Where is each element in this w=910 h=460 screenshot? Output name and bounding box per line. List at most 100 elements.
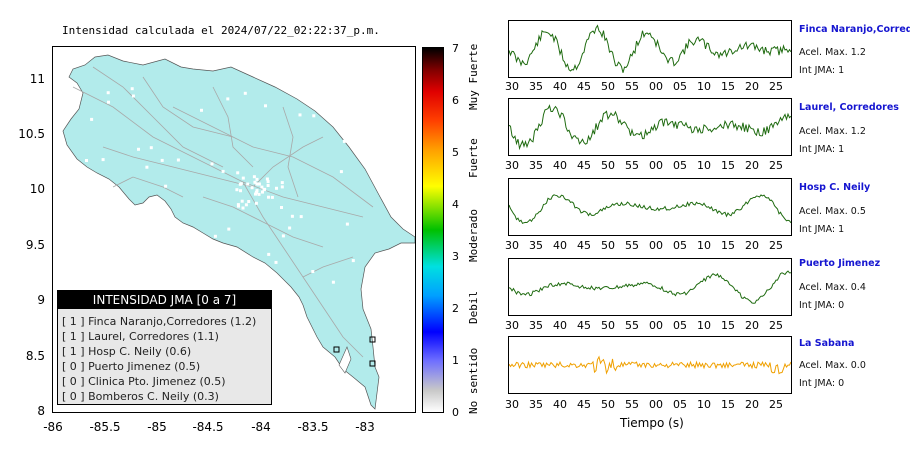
time-tick-label: 50: [601, 159, 615, 172]
seismogram-panel[interactable]: [508, 258, 792, 316]
time-tick-label: 15: [721, 319, 735, 332]
time-tick-label: 20: [745, 159, 759, 172]
town-marker: [311, 270, 315, 273]
town-marker: [240, 199, 244, 203]
town-marker: [312, 114, 316, 118]
time-tick-label: 55: [625, 159, 639, 172]
lon-tick-label: -85.5: [89, 420, 121, 434]
town-marker: [176, 158, 180, 162]
town-marker: [164, 184, 168, 188]
time-tick-label: 15: [721, 239, 735, 252]
colorbar-category: Fuerte: [467, 138, 480, 178]
town-marker: [351, 259, 355, 263]
colorbar-tick: 6: [452, 94, 459, 107]
time-tick-label: 00: [649, 159, 663, 172]
seismogram-panel[interactable]: [508, 20, 792, 78]
lon-tick-label: -86: [43, 420, 63, 434]
town-marker: [256, 182, 260, 186]
colorbar-tick: 3: [452, 250, 459, 263]
station-accel: Acel. Max. 0.4: [799, 282, 866, 293]
time-tick-label: 45: [577, 159, 591, 172]
time-tick-label: 30: [505, 319, 519, 332]
time-tick-label: 20: [745, 239, 759, 252]
town-marker: [263, 187, 267, 191]
intensity-legend: INTENSIDAD JMA [0 a 7] [ 1 ] Finca Naran…: [57, 290, 272, 405]
time-tick-label: 25: [769, 398, 783, 411]
time-tick-label: 50: [601, 80, 615, 93]
lat-tick-label: 9: [37, 293, 45, 307]
time-tick-label: 05: [673, 319, 687, 332]
town-marker: [101, 158, 105, 162]
waveform-plot: [509, 270, 791, 304]
town-marker: [253, 180, 257, 184]
time-tick-label: 20: [745, 398, 759, 411]
town-marker: [266, 180, 270, 184]
lat-tick-label: 8: [37, 404, 45, 418]
map-title: Intensidad calculada el 2024/07/22_02:22…: [62, 24, 380, 37]
town-marker: [280, 181, 284, 185]
station-intensity: Int JMA: 1: [799, 65, 845, 76]
waveform-plot: [509, 104, 791, 151]
town-marker: [254, 190, 258, 194]
seismogram-panel[interactable]: [508, 98, 792, 156]
town-marker: [280, 206, 283, 209]
town-marker: [161, 240, 165, 244]
station-name: Laurel, Corredores: [799, 102, 899, 113]
station-accel: Acel. Max. 0.5: [799, 206, 866, 217]
colorbar-category: Debil: [467, 290, 480, 324]
time-tick-label: 45: [577, 398, 591, 411]
intensity-colorbar: [422, 47, 444, 413]
lat-tick-label: 9.5: [25, 238, 45, 252]
town-marker: [246, 182, 250, 186]
seismogram-panel[interactable]: [508, 178, 792, 236]
town-marker: [160, 278, 164, 282]
time-tick-label: 00: [649, 319, 663, 332]
time-tick-label: 00: [649, 239, 663, 252]
colorbar-category: Muy Fuerte: [467, 43, 480, 110]
costa-rica-map: [62, 54, 415, 410]
seismogram-panel[interactable]: [508, 336, 792, 394]
town-marker: [260, 185, 264, 189]
town-marker: [267, 252, 271, 256]
time-tick-label: 30: [505, 239, 519, 252]
town-marker: [264, 104, 267, 108]
station-accel: Acel. Max. 1.2: [799, 47, 866, 58]
time-tick-label: 35: [529, 398, 543, 411]
town-marker: [227, 227, 231, 231]
colorbar-tick: 0: [452, 406, 459, 419]
town-marker: [239, 189, 242, 193]
time-tick-label: 30: [505, 80, 519, 93]
time-tick-label: 50: [601, 319, 615, 332]
town-marker: [85, 159, 88, 162]
station-marker: [369, 360, 376, 367]
osa-peninsula-inlet: [338, 346, 352, 374]
town-marker: [281, 234, 285, 238]
town-marker: [267, 195, 270, 199]
town-marker: [254, 192, 257, 196]
costa-rica-landmass: [62, 54, 415, 410]
time-tick-label: 20: [745, 319, 759, 332]
time-tick-label: 40: [553, 159, 567, 172]
town-marker: [275, 186, 278, 190]
town-marker: [235, 188, 239, 192]
town-markers: [85, 87, 355, 289]
town-marker: [215, 261, 219, 265]
lat-tick-label: 11: [29, 72, 45, 86]
time-tick-label: 05: [673, 398, 687, 411]
time-tick-label: 55: [625, 319, 639, 332]
time-tick-label: 35: [529, 319, 543, 332]
town-marker: [108, 285, 112, 289]
town-marker: [107, 100, 110, 104]
town-marker: [106, 91, 110, 95]
time-tick-label: 55: [625, 80, 639, 93]
town-marker: [130, 87, 134, 91]
town-marker: [226, 97, 230, 101]
lat-tick-label: 8.5: [25, 349, 45, 363]
town-marker: [90, 117, 94, 121]
waveform-plot: [509, 355, 791, 375]
town-marker: [342, 139, 346, 143]
time-tick-label: 25: [769, 80, 783, 93]
time-tick-label: 10: [697, 398, 711, 411]
lon-tick-label: -84.5: [192, 420, 224, 434]
town-marker: [331, 280, 335, 284]
